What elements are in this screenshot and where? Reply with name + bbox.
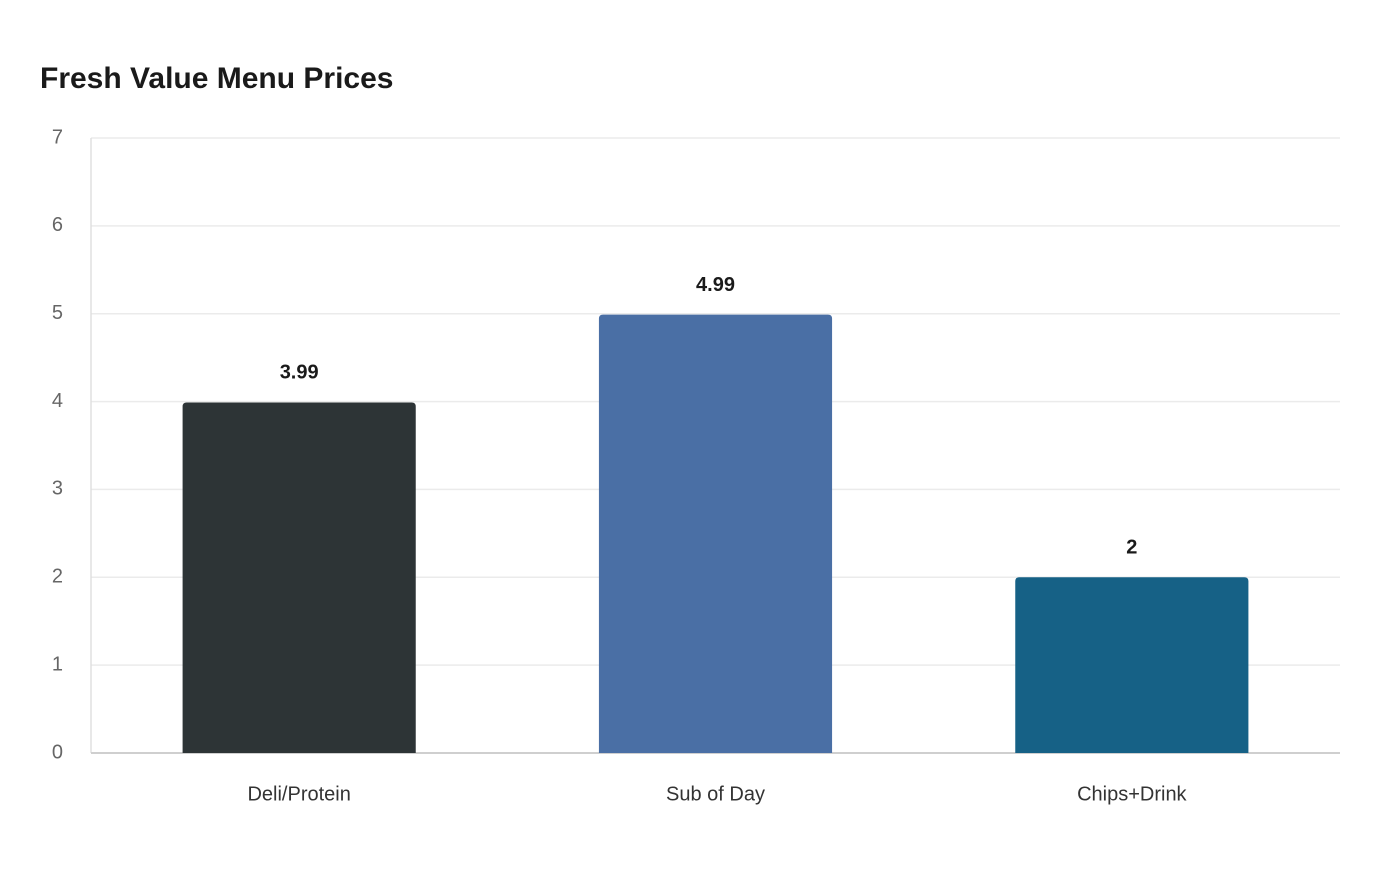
data-label: 2: [1126, 537, 1137, 559]
y-tick-label: 5: [52, 302, 63, 324]
bar: [598, 314, 833, 753]
bar: [182, 402, 416, 753]
y-tick-label: 3: [52, 478, 63, 500]
x-tick-label: Chips+Drink: [1077, 783, 1187, 805]
x-tick-label: Deli/Protein: [247, 783, 350, 805]
chart-title: Fresh Value Menu Prices: [40, 62, 393, 95]
y-tick-label: 7: [52, 126, 63, 148]
data-label: 4.99: [696, 274, 735, 296]
y-tick-label: 0: [52, 741, 63, 763]
x-tick-label: Sub of Day: [666, 783, 765, 805]
y-tick-label: 6: [52, 214, 63, 236]
y-tick-label: 2: [52, 566, 63, 588]
bar: [1015, 577, 1249, 753]
y-tick-label: 4: [52, 390, 63, 412]
y-tick-label: 1: [52, 653, 63, 675]
data-label: 3.99: [280, 362, 319, 384]
